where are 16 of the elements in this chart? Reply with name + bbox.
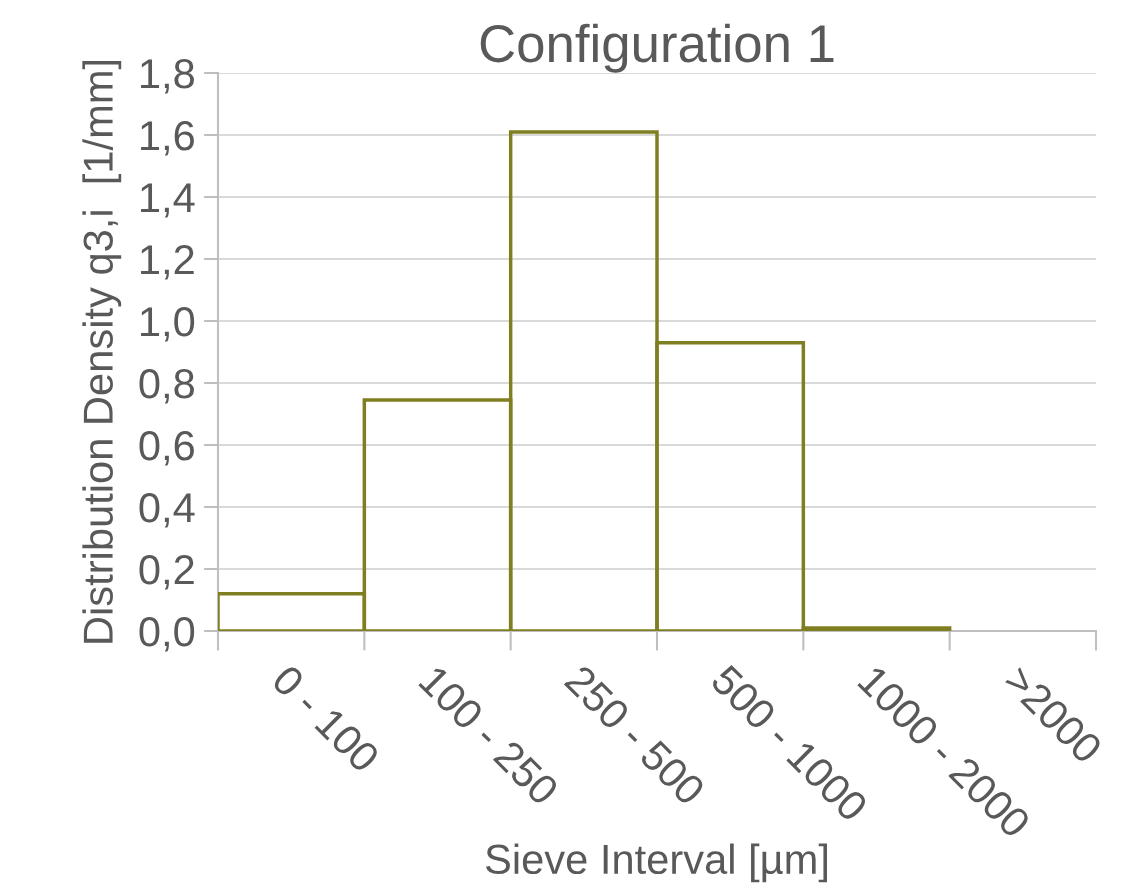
x-tick-label: 100 - 250 <box>418 664 561 807</box>
y-tick-label: 1,2 <box>141 245 194 280</box>
y-tick-label: 1,4 <box>141 183 195 218</box>
y-tick-label: 0,2 <box>139 555 194 590</box>
x-tick-label: 0 - 100 <box>270 663 381 774</box>
y-tick-label: 0,6 <box>139 431 194 466</box>
y-tick-label: 1,8 <box>141 59 194 94</box>
x-axis-title: Sieve Interval [µm] <box>485 843 827 883</box>
y-tick-label: 0,8 <box>139 369 194 404</box>
x-tick-label: 250 - 500 <box>563 663 707 807</box>
y-tick-label: 1,6 <box>141 121 194 156</box>
y-tick-label: 1,0 <box>141 307 195 342</box>
y-tick-label: 0,4 <box>139 493 195 528</box>
y-tick-label: 0,0 <box>139 617 195 652</box>
y-axis-title: Distribution Density q3,i [1/mm] <box>82 60 122 643</box>
chart-title: Configuration 1 <box>480 23 834 73</box>
